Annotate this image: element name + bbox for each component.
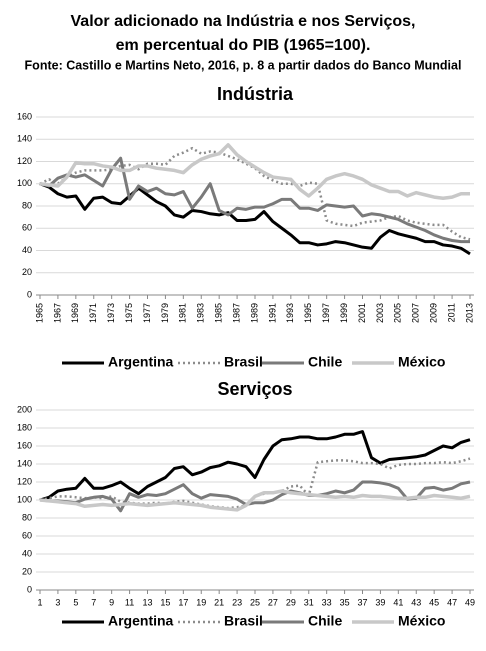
y-tick-label: 120: [17, 476, 32, 486]
x-tick-label: 49: [465, 597, 475, 607]
series-line: [39, 156, 470, 244]
x-tick-label: 2011: [446, 303, 456, 322]
title-line: em percentual do PIB (1965=100).: [116, 37, 371, 54]
x-tick-label: 1965: [34, 303, 44, 323]
x-tick-label: 11: [125, 597, 134, 607]
x-tick-label: 27: [268, 597, 278, 607]
legend-label: Brasil: [224, 613, 263, 629]
chart-title: Indústria: [217, 84, 294, 104]
x-tick-label: 1985: [214, 303, 224, 323]
y-tick-label: 20: [22, 267, 32, 277]
legend-label: Chile: [308, 613, 342, 629]
x-tick-label: 1981: [178, 303, 188, 323]
x-tick-label: 1999: [339, 303, 349, 323]
x-tick-label: 23: [232, 597, 242, 607]
y-tick-label: 160: [17, 440, 32, 450]
legend-label: México: [398, 354, 445, 370]
x-tick-label: 35: [340, 597, 350, 607]
y-tick-label: 60: [22, 223, 32, 233]
x-tick-label: 1997: [321, 303, 331, 323]
legend-label: Chile: [308, 354, 342, 370]
x-tick-label: 1987: [231, 303, 241, 323]
x-tick-label: 9: [109, 597, 114, 607]
series-line: [39, 182, 471, 256]
legend-label: México: [398, 613, 445, 629]
x-tick-label: 1993: [285, 303, 295, 323]
x-tick-label: 13: [142, 597, 152, 607]
x-tick-label: 1989: [249, 303, 259, 323]
x-tick-label: 1995: [303, 303, 313, 323]
x-tick-label: 1: [37, 597, 42, 607]
x-tick-label: 31: [304, 597, 314, 607]
x-tick-label: 2009: [429, 303, 439, 323]
x-tick-label: 19: [196, 597, 206, 607]
x-tick-label: 1991: [267, 303, 277, 323]
y-tick-label: 120: [17, 156, 32, 166]
x-tick-label: 1975: [124, 303, 134, 323]
y-tick-label: 80: [22, 512, 32, 522]
x-tick-label: 47: [447, 597, 457, 607]
x-tick-label: 33: [322, 597, 332, 607]
x-tick-label: 1983: [196, 303, 206, 323]
y-tick-label: 200: [17, 404, 32, 414]
x-tick-label: 25: [250, 597, 260, 607]
source: Fonte: Castillo e Martins Neto, 2016, p.…: [25, 58, 462, 72]
x-tick-label: 37: [357, 597, 367, 607]
y-tick-label: 100: [17, 494, 32, 504]
x-tick-label: 29: [286, 597, 296, 607]
x-tick-label: 1971: [88, 303, 98, 323]
series-line: [39, 143, 470, 200]
x-tick-label: 2007: [411, 303, 421, 323]
x-tick-label: 1969: [70, 303, 80, 323]
y-tick-label: 100: [17, 178, 32, 188]
y-tick-label: 20: [22, 566, 32, 576]
y-tick-label: 160: [17, 111, 32, 121]
x-tick-label: 41: [393, 597, 403, 607]
x-tick-label: 45: [429, 597, 439, 607]
series-line: [39, 480, 471, 513]
y-tick-label: 60: [22, 530, 32, 540]
y-tick-label: 80: [22, 200, 32, 210]
x-tick-label: 7: [91, 597, 96, 607]
y-tick-label: 40: [22, 548, 32, 558]
legend-label: Argentina: [108, 613, 174, 629]
x-tick-label: 3: [55, 597, 60, 607]
y-tick-label: 180: [17, 422, 32, 432]
x-tick-label: 21: [214, 597, 224, 607]
legend-label: Brasil: [224, 354, 263, 370]
x-tick-label: 1973: [106, 303, 116, 323]
x-tick-label: 15: [160, 597, 170, 607]
legend-label: Argentina: [108, 354, 174, 370]
x-tick-label: 43: [411, 597, 421, 607]
x-tick-label: 2013: [464, 303, 474, 323]
series-line: [39, 489, 471, 512]
x-tick-label: 2001: [357, 303, 367, 323]
x-tick-label: 2005: [393, 303, 403, 323]
x-tick-label: 39: [375, 597, 385, 607]
x-tick-label: 17: [178, 597, 188, 607]
x-tick-label: 5: [73, 597, 78, 607]
y-tick-label: 140: [17, 458, 32, 468]
title-line: Valor adicionado na Indústria e nos Serv…: [71, 13, 416, 30]
series-line: [39, 430, 471, 502]
y-tick-label: 140: [17, 134, 32, 144]
y-tick-label: 0: [27, 289, 32, 299]
x-tick-label: 1979: [160, 303, 170, 323]
y-tick-label: 0: [27, 584, 32, 594]
chart-title: Serviços: [217, 379, 292, 399]
x-tick-label: 1967: [52, 303, 62, 323]
x-tick-label: 2003: [375, 303, 385, 323]
x-tick-label: 1977: [142, 303, 152, 323]
y-tick-label: 40: [22, 245, 32, 255]
